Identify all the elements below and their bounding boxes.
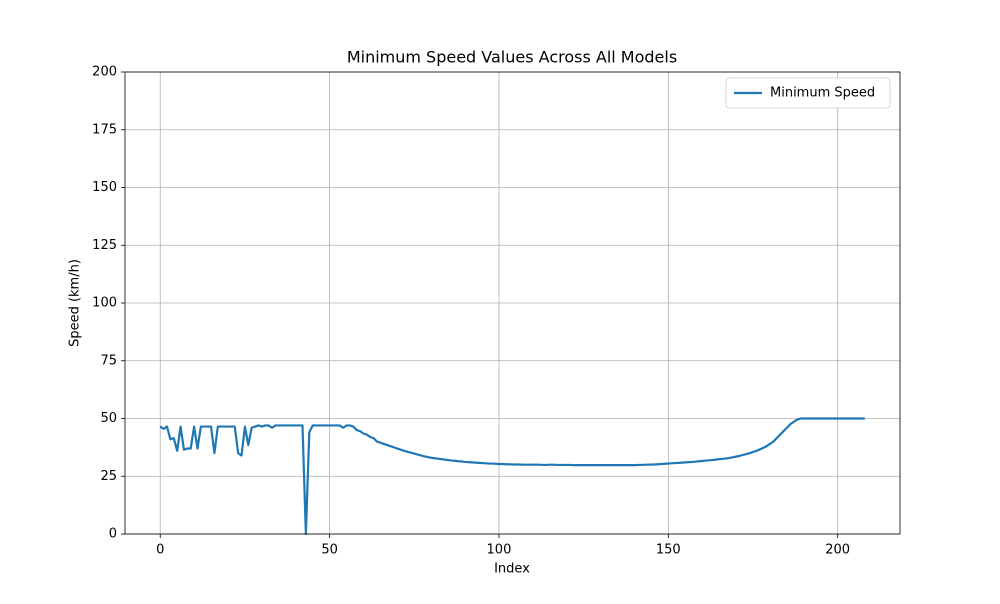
y-tick-label: 175 (92, 122, 117, 137)
x-tick-label: 150 (656, 543, 681, 558)
y-tick-label: 75 (100, 353, 117, 368)
y-tick-label: 50 (100, 411, 117, 426)
y-tick-label: 150 (92, 180, 117, 195)
x-tick-label: 200 (825, 543, 850, 558)
axes-frame (124, 71, 901, 535)
y-tick-label: 100 (92, 296, 117, 311)
x-axis-label: Index (494, 562, 530, 577)
data-line (159, 417, 865, 536)
y-tick-label: 25 (100, 469, 117, 484)
x-tick-label: 0 (156, 543, 164, 558)
x-tick-label: 50 (321, 543, 338, 558)
y-tick-label: 0 (109, 527, 117, 542)
y-tick-label: 125 (92, 238, 117, 253)
y-axis-label: Speed (km/h) (68, 259, 83, 347)
y-tick-label: 200 (92, 65, 117, 80)
legend-box (725, 77, 891, 109)
chart-title: Minimum Speed Values Across All Models (347, 48, 677, 67)
legend-label: Minimum Speed (770, 86, 875, 101)
x-tick-label: 100 (487, 543, 512, 558)
